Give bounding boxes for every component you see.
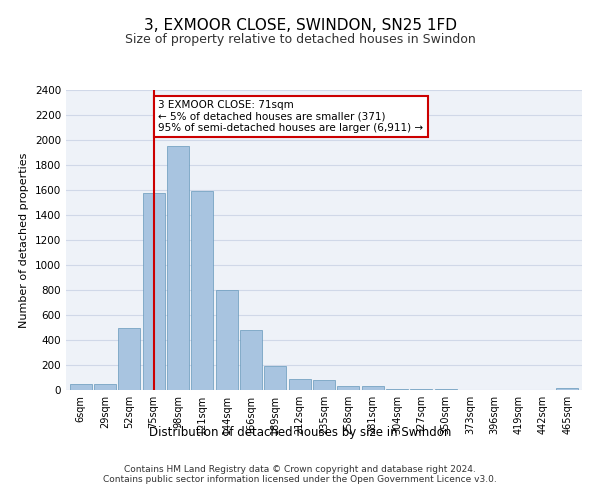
Bar (167, 146, 189, 390)
Text: Distribution of detached houses by size in Swindon: Distribution of detached houses by size … (149, 426, 451, 439)
Text: 3 EXMOOR CLOSE: 71sqm
← 5% of detached houses are smaller (371)
95% of semi-deta: 3 EXMOOR CLOSE: 71sqm ← 5% of detached h… (158, 100, 424, 133)
Text: Contains public sector information licensed under the Open Government Licence v3: Contains public sector information licen… (103, 476, 497, 484)
Bar (118, 328, 140, 390)
Bar (94, 384, 116, 390)
Bar (337, 386, 359, 390)
Y-axis label: Number of detached properties: Number of detached properties (19, 152, 29, 328)
Bar (143, 192, 164, 390)
Bar (240, 330, 262, 390)
Bar (289, 379, 311, 390)
Bar (70, 384, 92, 390)
Text: 3, EXMOOR CLOSE, SWINDON, SN25 1FD: 3, EXMOOR CLOSE, SWINDON, SN25 1FD (143, 18, 457, 32)
Bar (556, 388, 578, 390)
Bar (265, 366, 286, 390)
Bar (362, 386, 383, 390)
Text: Contains HM Land Registry data © Crown copyright and database right 2024.: Contains HM Land Registry data © Crown c… (124, 466, 476, 474)
Bar (313, 380, 335, 390)
Text: Size of property relative to detached houses in Swindon: Size of property relative to detached ho… (125, 32, 475, 46)
Bar (191, 191, 213, 390)
Bar (215, 290, 238, 390)
